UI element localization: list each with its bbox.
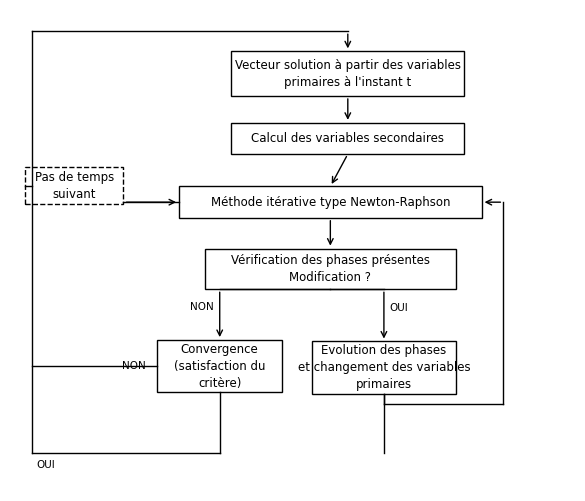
Text: Evolution des phases
et changement des variables
primaires: Evolution des phases et changement des v… — [298, 344, 470, 391]
Text: Pas de temps
suivant: Pas de temps suivant — [35, 171, 114, 201]
FancyBboxPatch shape — [231, 51, 464, 96]
Text: OUI: OUI — [390, 303, 408, 313]
Text: Méthode itérative type Newton-Raphson: Méthode itérative type Newton-Raphson — [211, 196, 450, 209]
Text: Convergence
(satisfaction du
critère): Convergence (satisfaction du critère) — [174, 343, 266, 390]
FancyBboxPatch shape — [205, 248, 456, 290]
Text: Vérification des phases présentes
Modification ?: Vérification des phases présentes Modifi… — [231, 254, 430, 284]
FancyBboxPatch shape — [157, 340, 283, 392]
Text: Vecteur solution à partir des variables
primaires à l'instant t: Vecteur solution à partir des variables … — [235, 59, 461, 89]
Text: NON –: NON – — [122, 361, 154, 371]
FancyBboxPatch shape — [231, 123, 464, 154]
Text: Calcul des variables secondaires: Calcul des variables secondaires — [252, 132, 445, 145]
Text: OUI: OUI — [36, 460, 55, 470]
Text: NON: NON — [190, 302, 214, 312]
FancyBboxPatch shape — [25, 167, 123, 204]
FancyBboxPatch shape — [312, 341, 456, 394]
FancyBboxPatch shape — [179, 186, 481, 218]
